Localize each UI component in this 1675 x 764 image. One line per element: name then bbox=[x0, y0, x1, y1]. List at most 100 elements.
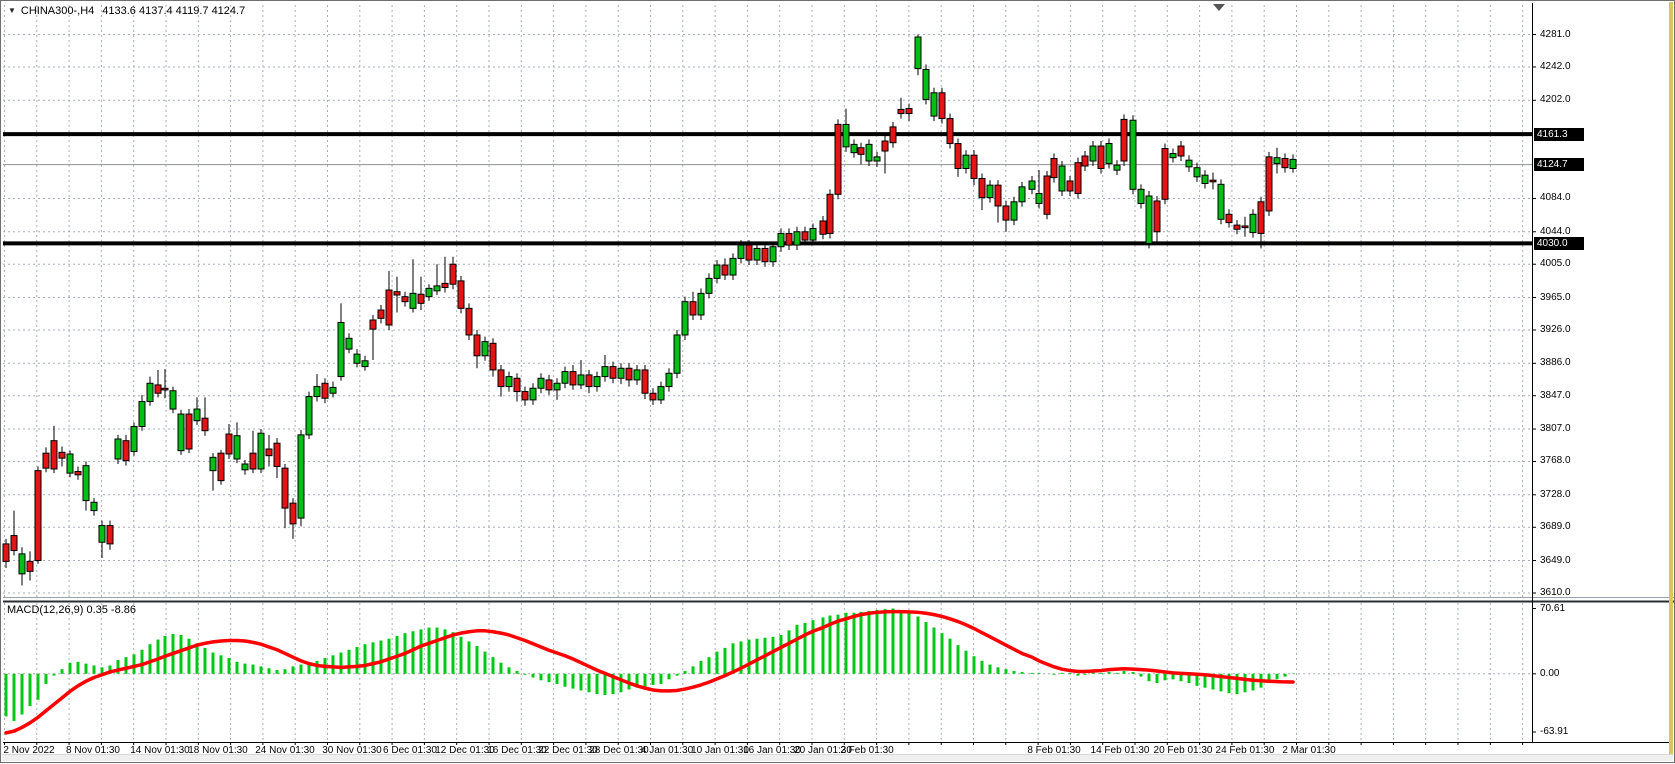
date-tick-label: 2 Feb 01:30 bbox=[840, 745, 894, 756]
candle bbox=[433, 285, 441, 292]
candle bbox=[505, 376, 513, 388]
candle bbox=[481, 341, 489, 357]
candle bbox=[1129, 119, 1137, 190]
candle bbox=[1217, 183, 1225, 220]
candle bbox=[1010, 201, 1018, 221]
date-tick-label: 2 Mar 01:30 bbox=[1282, 745, 1336, 756]
candle bbox=[154, 384, 162, 394]
date-tick-label: 20 Feb 01:30 bbox=[1153, 745, 1213, 756]
candle bbox=[401, 296, 409, 303]
tick-marks-layer bbox=[4, 34, 1536, 745]
candle bbox=[50, 440, 58, 470]
candle bbox=[819, 220, 827, 235]
price-tick-label: 3926.0 bbox=[1540, 323, 1571, 335]
candle bbox=[1035, 192, 1043, 204]
candle bbox=[34, 470, 42, 562]
candle bbox=[769, 246, 777, 263]
candle bbox=[441, 282, 449, 289]
macd-tick-label: 0.00 bbox=[1540, 667, 1560, 679]
date-tick-label: 24 Nov 01:30 bbox=[255, 745, 315, 756]
date-tick-label: 14 Feb 01:30 bbox=[1090, 745, 1150, 756]
macd-tick-label: -63.91 bbox=[1540, 726, 1569, 737]
price-tick-label: 3768.0 bbox=[1540, 455, 1571, 467]
candle bbox=[922, 68, 930, 100]
resistance-level-price-label: 4161.3 bbox=[1534, 127, 1584, 141]
candle bbox=[289, 502, 297, 525]
candle bbox=[321, 382, 329, 399]
ohlc-values: 4133.6 4137.4 4119.7 4124.7 bbox=[102, 5, 246, 17]
candle-bodies-layer bbox=[2, 36, 1297, 575]
candle bbox=[1241, 225, 1249, 229]
candle bbox=[561, 371, 569, 384]
candle bbox=[138, 401, 146, 428]
candle bbox=[962, 154, 970, 170]
candle bbox=[1081, 155, 1089, 167]
candle bbox=[721, 264, 729, 276]
candle bbox=[281, 467, 289, 509]
candle bbox=[954, 143, 962, 170]
candle bbox=[1120, 118, 1128, 162]
date-tick-label: 30 Nov 01:30 bbox=[322, 745, 382, 756]
candle bbox=[329, 386, 337, 394]
candle bbox=[1137, 188, 1145, 204]
date-tick-label: 4 Jan 01:30 bbox=[640, 745, 694, 756]
candle bbox=[1113, 164, 1121, 171]
candle bbox=[114, 438, 122, 460]
candle bbox=[609, 366, 617, 379]
candle bbox=[122, 440, 130, 462]
candle bbox=[777, 232, 785, 248]
candle bbox=[1097, 145, 1105, 170]
macd-histogram-layer bbox=[4, 608, 1295, 721]
price-tick-label: 4281.0 bbox=[1540, 28, 1571, 40]
candle bbox=[1193, 167, 1201, 178]
candle bbox=[801, 231, 809, 241]
macd-tick-label: 70.61 bbox=[1540, 602, 1566, 614]
candle bbox=[361, 360, 369, 368]
candle bbox=[625, 367, 633, 381]
candle bbox=[905, 108, 913, 115]
candle bbox=[1105, 143, 1113, 165]
candle bbox=[66, 453, 74, 474]
candle bbox=[1161, 148, 1169, 200]
symbol-dropdown-icon[interactable]: ▼ bbox=[8, 6, 16, 15]
candle bbox=[1209, 179, 1217, 183]
candle bbox=[90, 501, 98, 512]
candle bbox=[1289, 158, 1297, 170]
candle bbox=[217, 452, 225, 482]
candle bbox=[489, 342, 497, 371]
price-tick-label: 3689.0 bbox=[1540, 521, 1571, 533]
candle bbox=[1185, 159, 1193, 168]
candle bbox=[1281, 158, 1289, 169]
price-tick-label: 4005.0 bbox=[1540, 258, 1571, 270]
candle bbox=[970, 154, 978, 179]
candle bbox=[521, 391, 529, 401]
date-tick-label: 22 Dec 01:30 bbox=[538, 745, 598, 756]
candle bbox=[513, 377, 521, 393]
price-tick-label: 3886.0 bbox=[1540, 357, 1571, 369]
horizontal-level-lines bbox=[3, 132, 1532, 246]
candle bbox=[785, 232, 793, 246]
candle bbox=[1145, 195, 1153, 244]
candle bbox=[409, 292, 417, 309]
candle bbox=[633, 369, 641, 381]
candle bbox=[233, 435, 241, 460]
candle bbox=[897, 108, 905, 115]
candle bbox=[745, 244, 753, 261]
candle bbox=[865, 143, 873, 162]
price-tick-label: 4084.0 bbox=[1540, 192, 1571, 204]
macd-signal-line bbox=[4, 609, 1295, 735]
price-tick-label: 3807.0 bbox=[1540, 423, 1571, 435]
candle bbox=[1074, 162, 1082, 194]
candle bbox=[161, 387, 169, 391]
chart-shift-triangle-icon[interactable] bbox=[1213, 4, 1225, 11]
candle bbox=[305, 396, 313, 436]
candle bbox=[313, 386, 321, 398]
candle-wicks-layer bbox=[5, 34, 1294, 586]
price-tick-label: 3847.0 bbox=[1540, 389, 1571, 401]
candle bbox=[225, 433, 233, 455]
candle bbox=[1201, 174, 1209, 184]
candle bbox=[761, 247, 769, 263]
candle bbox=[1233, 224, 1241, 230]
candle bbox=[169, 390, 177, 410]
